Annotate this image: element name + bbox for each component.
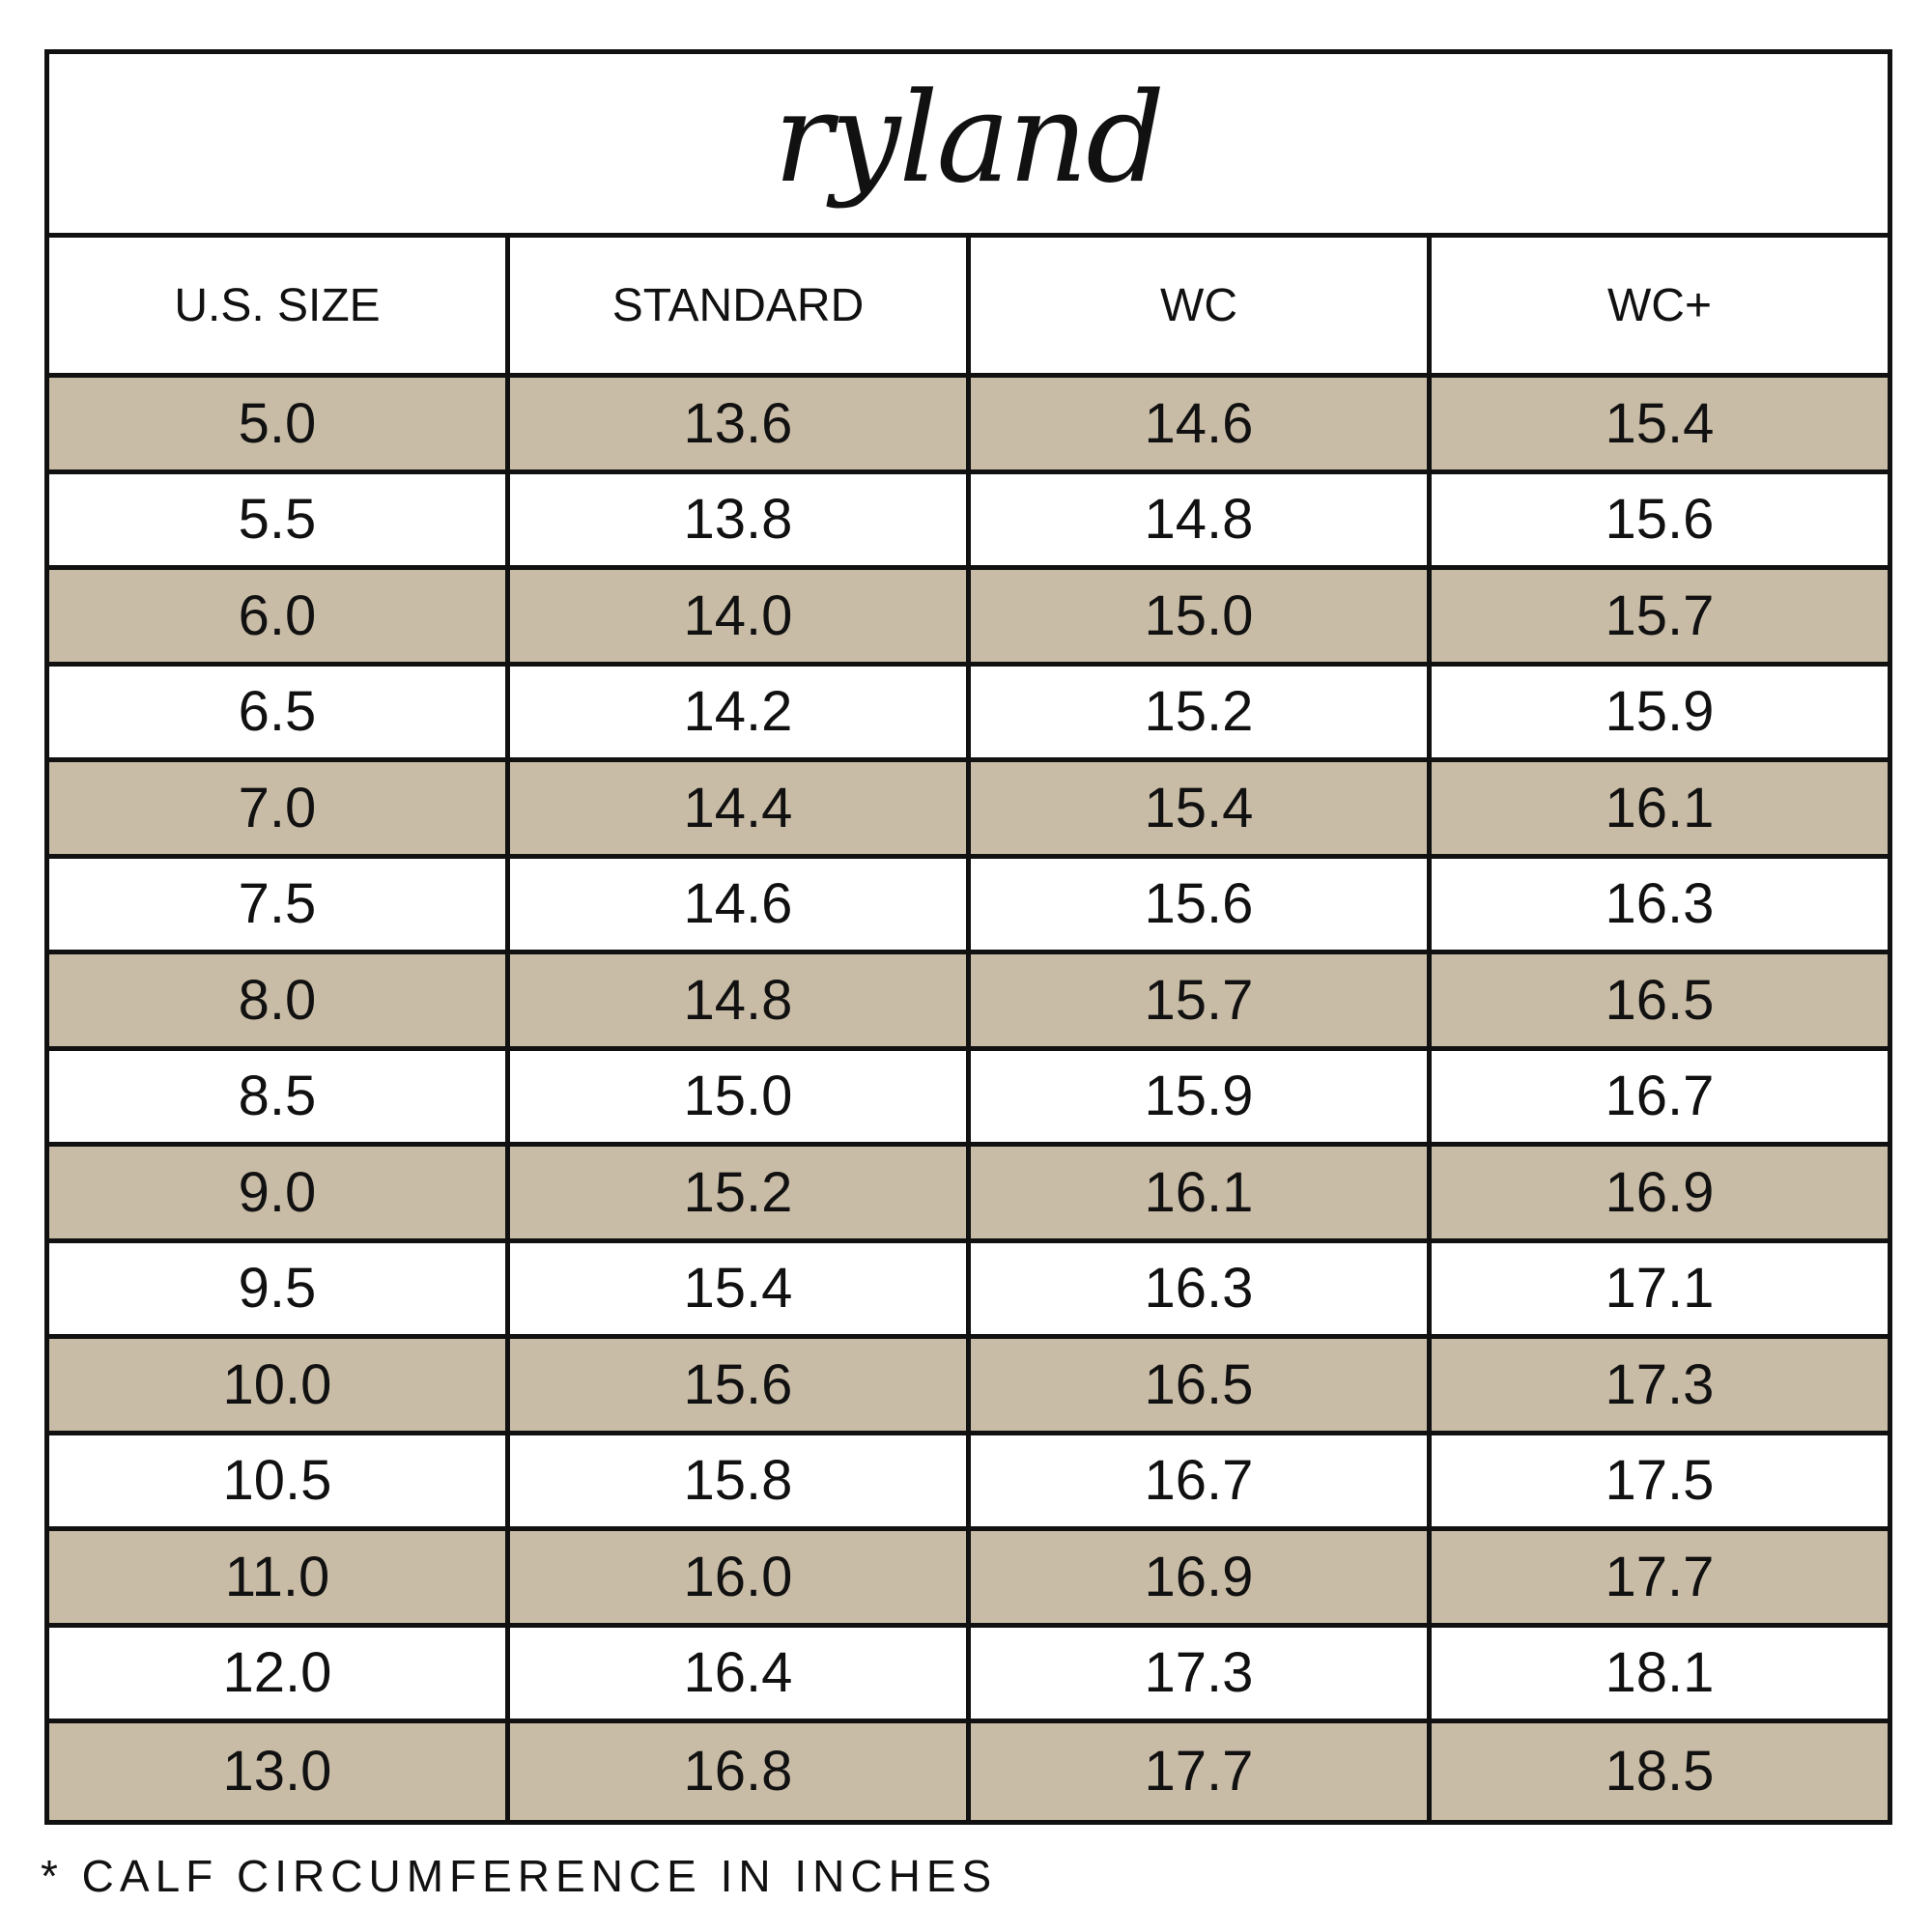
table-row: 10.0 15.6 16.5 17.3 (49, 1339, 1888, 1435)
footnote: * CALF CIRCUMFERENCE IN INCHES (41, 1851, 998, 1901)
cell-us-size: 8.5 (49, 1050, 510, 1142)
table-row: 10.5 15.8 16.7 17.5 (49, 1435, 1888, 1531)
table-row: 12.0 16.4 17.3 18.1 (49, 1627, 1888, 1723)
cell-wc-plus: 16.3 (1605, 872, 1715, 936)
cell-wc: 15.6 (971, 858, 1432, 950)
cell-us-size: 11.0 (49, 1531, 510, 1623)
cell-wc-plus: 15.7 (1605, 583, 1715, 647)
cell-us-size: 10.5 (49, 1435, 510, 1526)
cell-standard: 16.8 (510, 1723, 971, 1820)
cell-standard: 14.0 (510, 570, 971, 662)
cell-wc-plus: 15.4 (1605, 391, 1715, 455)
cell-wc-plus: 16.9 (1605, 1160, 1715, 1224)
cell-standard: 15.4 (510, 1242, 971, 1334)
cell-wc: 14.8 (971, 473, 1432, 565)
cell-wc: 17.7 (971, 1723, 1432, 1820)
table-row: 7.5 14.6 15.6 16.3 (49, 858, 1888, 954)
cell-wc: 15.2 (971, 666, 1432, 757)
header-wc-plus: WC+ (1607, 279, 1712, 331)
table-row: 6.0 14.0 15.0 15.7 (49, 570, 1888, 667)
header-row: U.S. SIZE STANDARD WC WC+ (49, 238, 1888, 378)
table-row: 9.0 15.2 16.1 16.9 (49, 1147, 1888, 1243)
cell-wc: 16.7 (971, 1435, 1432, 1526)
cell-standard: 16.4 (510, 1627, 971, 1719)
cell-wc-plus: 17.7 (1605, 1545, 1715, 1608)
cell-standard: 13.6 (510, 378, 971, 469)
table-row: 5.0 13.6 14.6 15.4 (49, 378, 1888, 474)
cell-wc-plus: 16.7 (1605, 1065, 1715, 1128)
cell-us-size: 8.0 (49, 954, 510, 1046)
header-us-size: U.S. SIZE (49, 238, 510, 373)
cell-wc: 15.7 (971, 954, 1432, 1046)
cell-wc: 14.6 (971, 378, 1432, 469)
cell-standard: 14.8 (510, 954, 971, 1046)
cell-standard: 15.0 (510, 1050, 971, 1142)
cell-wc-plus: 16.5 (1605, 968, 1715, 1032)
cell-wc: 16.3 (971, 1242, 1432, 1334)
table-row: 11.0 16.0 16.9 17.7 (49, 1531, 1888, 1628)
cell-standard: 15.2 (510, 1147, 971, 1238)
cell-wc-plus: 18.5 (1605, 1740, 1715, 1804)
cell-standard: 16.0 (510, 1531, 971, 1623)
cell-us-size: 9.0 (49, 1147, 510, 1238)
cell-us-size: 13.0 (49, 1723, 510, 1820)
cell-us-size: 7.0 (49, 762, 510, 854)
cell-us-size: 7.5 (49, 858, 510, 950)
table-row: 9.5 15.4 16.3 17.1 (49, 1242, 1888, 1339)
cell-wc: 15.9 (971, 1050, 1432, 1142)
size-chart-table: ryland U.S. SIZE STANDARD WC WC+ 5.0 13.6… (44, 49, 1892, 1825)
chart-title: ryland (49, 54, 1888, 238)
cell-wc: 15.0 (971, 570, 1432, 662)
header-standard: STANDARD (510, 238, 971, 373)
cell-standard: 15.6 (510, 1339, 971, 1431)
cell-wc: 16.1 (971, 1147, 1432, 1238)
cell-standard: 14.4 (510, 762, 971, 854)
cell-us-size: 5.0 (49, 378, 510, 469)
cell-us-size: 10.0 (49, 1339, 510, 1431)
table-row: 5.5 13.8 14.8 15.6 (49, 473, 1888, 570)
cell-wc-plus: 16.1 (1605, 776, 1715, 839)
cell-wc: 16.5 (971, 1339, 1432, 1431)
cell-wc-plus: 17.5 (1605, 1449, 1715, 1513)
cell-wc-plus: 17.3 (1605, 1352, 1715, 1416)
cell-standard: 14.2 (510, 666, 971, 757)
table-row: 8.5 15.0 15.9 16.7 (49, 1050, 1888, 1147)
header-wc: WC (971, 238, 1432, 373)
cell-standard: 13.8 (510, 473, 971, 565)
cell-wc-plus: 17.1 (1605, 1257, 1715, 1321)
cell-us-size: 6.5 (49, 666, 510, 757)
cell-us-size: 5.5 (49, 473, 510, 565)
cell-us-size: 12.0 (49, 1627, 510, 1719)
table-row: 7.0 14.4 15.4 16.1 (49, 762, 1888, 859)
cell-wc-plus: 15.9 (1605, 680, 1715, 744)
cell-wc: 16.9 (971, 1531, 1432, 1623)
cell-wc: 17.3 (971, 1627, 1432, 1719)
table-row: 8.0 14.8 15.7 16.5 (49, 954, 1888, 1051)
cell-standard: 14.6 (510, 858, 971, 950)
cell-us-size: 6.0 (49, 570, 510, 662)
table-row: 13.0 16.8 17.7 18.5 (49, 1723, 1888, 1820)
cell-standard: 15.8 (510, 1435, 971, 1526)
cell-wc: 15.4 (971, 762, 1432, 854)
cell-wc-plus: 15.6 (1605, 488, 1715, 552)
cell-wc-plus: 18.1 (1605, 1641, 1715, 1705)
table-row: 6.5 14.2 15.2 15.9 (49, 666, 1888, 762)
cell-us-size: 9.5 (49, 1242, 510, 1334)
